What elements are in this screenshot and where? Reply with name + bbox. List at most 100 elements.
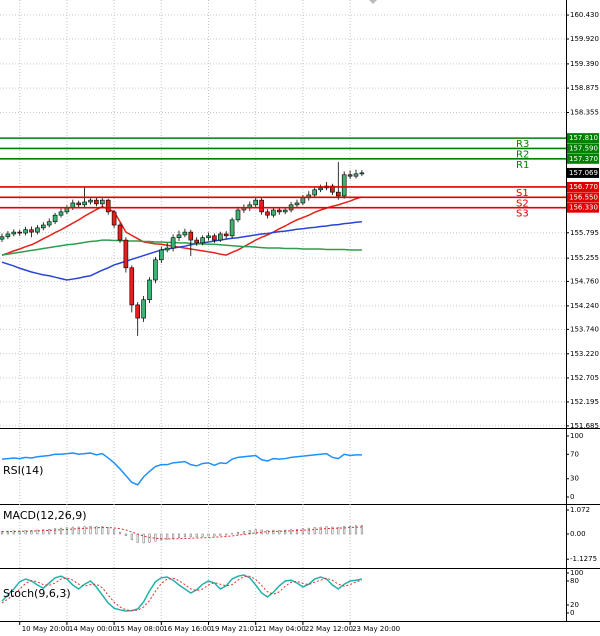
y-tick-label: 153.220 (570, 350, 599, 358)
histogram-bar (189, 533, 192, 538)
level-price: 156.330 (569, 204, 598, 212)
histogram-bar (166, 533, 169, 540)
x-tick-label: 16 May 16:00 (163, 625, 211, 633)
histogram-bar (231, 533, 234, 535)
histogram-bar (301, 528, 304, 535)
indicator-line (1, 196, 363, 256)
y-tick-label: 0 (570, 493, 574, 501)
y-tick-label: -1.1275 (570, 555, 597, 563)
histogram-bar (160, 533, 163, 541)
candle-body (11, 231, 17, 235)
histogram-bar (107, 527, 110, 535)
level-name: S2 (516, 198, 529, 209)
candle-body (147, 279, 152, 301)
y-tick-label: 151.685 (570, 422, 599, 430)
y-tick-label: 30 (570, 475, 579, 483)
histogram-bar (219, 533, 222, 536)
candle-body (52, 214, 58, 223)
histogram-bar (77, 526, 80, 535)
candle-body (105, 199, 111, 213)
histogram-bar (307, 527, 310, 535)
histogram-bar (295, 528, 299, 535)
level-name: R1 (516, 160, 529, 171)
candle-body (129, 267, 135, 306)
y-tick-label: 100 (570, 432, 583, 440)
level-price: 156.770 (569, 183, 598, 191)
candle-body (353, 173, 359, 177)
candle-body (88, 199, 93, 203)
candle-body (335, 191, 341, 197)
x-tick-label: 22 May 12:00 (305, 625, 353, 633)
histogram-bar (177, 533, 181, 538)
candle-body (176, 234, 182, 239)
y-tick-label: 160.430 (570, 11, 599, 19)
y-tick-label: 159.920 (570, 35, 599, 43)
level-price: 157.810 (569, 134, 598, 142)
frame (0, 0, 600, 622)
candle-body (188, 231, 194, 241)
y-tick-label: 155.795 (570, 229, 599, 237)
histogram-bar (213, 533, 216, 537)
histogram-bar (319, 526, 322, 535)
candle-body (82, 201, 87, 206)
shift-marker (369, 0, 377, 4)
histogram-bar (148, 533, 151, 543)
candle-body (271, 209, 276, 216)
histogram-bar (54, 528, 57, 535)
histogram-bar (354, 525, 358, 535)
histogram-bar (254, 529, 257, 535)
candle-body (218, 233, 223, 241)
candle-body (170, 237, 176, 249)
candle-body (141, 299, 146, 319)
candle-body (223, 233, 229, 237)
level-price: 157.590 (569, 144, 598, 152)
level-name: S3 (516, 209, 529, 220)
candle-body (111, 211, 117, 226)
candle-body (17, 231, 23, 234)
y-tick-label: 152.195 (570, 398, 599, 406)
histogram-bar (225, 533, 228, 536)
candle-body (35, 227, 40, 233)
candle-body (235, 209, 241, 221)
histogram-bar (12, 530, 15, 535)
histogram-bar (236, 531, 240, 535)
candle-body (159, 249, 164, 261)
last-price-box (567, 167, 599, 178)
x-tick-label: 10 May 20:00 (22, 625, 70, 633)
level-price-box (567, 133, 599, 144)
candle-body (58, 211, 64, 216)
level-name: R2 (516, 149, 529, 160)
y-tick-label: 158.875 (570, 84, 599, 92)
level-price: 156.550 (569, 193, 598, 201)
level-price-box (567, 143, 599, 154)
candle-body (123, 239, 129, 269)
histogram-bar (48, 528, 51, 535)
level-price-box (567, 181, 599, 192)
candle-body (100, 199, 105, 205)
indicator-line (1, 452, 362, 486)
histogram-bar (207, 533, 210, 537)
histogram-bar (36, 529, 39, 535)
candle-body (164, 247, 170, 251)
candle-body (312, 189, 318, 196)
candle-body (259, 199, 264, 213)
histogram-bar (337, 527, 340, 535)
candle-body (94, 199, 99, 205)
indicator-line (1, 526, 362, 540)
candle-body (253, 199, 258, 206)
histogram-bar (183, 533, 186, 538)
candle-body (318, 187, 323, 191)
y-tick-label: 159.390 (570, 60, 599, 68)
candle-body (40, 224, 46, 229)
candle-body (29, 229, 34, 233)
histogram-bar (290, 529, 293, 535)
histogram-bar (266, 530, 269, 535)
y-tick-label: 80 (570, 577, 579, 585)
histogram-bar (136, 533, 139, 543)
candle-body (46, 221, 52, 226)
histogram-bar (343, 526, 346, 535)
candle-body (182, 231, 188, 236)
histogram-bar (360, 525, 363, 535)
histogram-bar (278, 530, 281, 535)
